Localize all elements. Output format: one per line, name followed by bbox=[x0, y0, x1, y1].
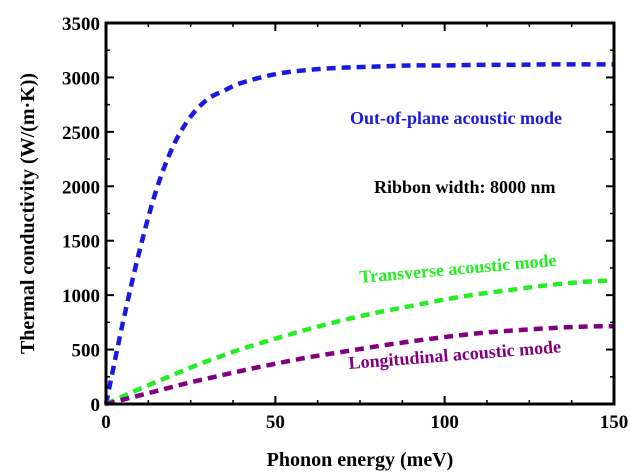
annotations-layer: Out-of-plane acoustic mode Transverse aco… bbox=[348, 108, 562, 373]
y-tick-label: 1500 bbox=[62, 232, 100, 253]
y-tick-label: 500 bbox=[72, 341, 101, 362]
ribbon-width-annotation: Ribbon width: 8000 nm bbox=[374, 177, 556, 197]
x-axis-label: Phonon energy (meV) bbox=[267, 449, 454, 471]
series-label-transverse-acoustic-mode: Transverse acoustic mode bbox=[359, 250, 558, 287]
y-tick-label: 2500 bbox=[62, 123, 100, 144]
x-tick-label: 0 bbox=[101, 412, 111, 433]
y-tick-label: 2000 bbox=[62, 177, 100, 198]
y-axis-label: Thermal conductivity (W/(m·K)) bbox=[17, 73, 39, 354]
series-layer bbox=[103, 62, 615, 407]
series-line-transverse-acoustic-mode bbox=[105, 278, 615, 407]
y-tick-label: 3500 bbox=[62, 14, 100, 35]
x-tick-label: 150 bbox=[600, 412, 629, 433]
ticks-layer bbox=[105, 22, 615, 405]
x-tick-label: 50 bbox=[266, 412, 285, 433]
y-tick-label: 3000 bbox=[62, 68, 100, 89]
y-tick-label: 0 bbox=[91, 395, 101, 416]
y-tick-label: 1000 bbox=[62, 286, 100, 307]
series-label-longitudinal-acoustic-mode: Longitudinal acoustic mode bbox=[348, 336, 562, 373]
series-label-out-of-plane-acoustic-mode: Out-of-plane acoustic mode bbox=[350, 108, 562, 128]
series-line-longitudinal-acoustic-mode bbox=[105, 323, 615, 407]
series-line-out-of-plane-acoustic-mode bbox=[103, 62, 614, 405]
x-tick-label: 100 bbox=[430, 412, 459, 433]
